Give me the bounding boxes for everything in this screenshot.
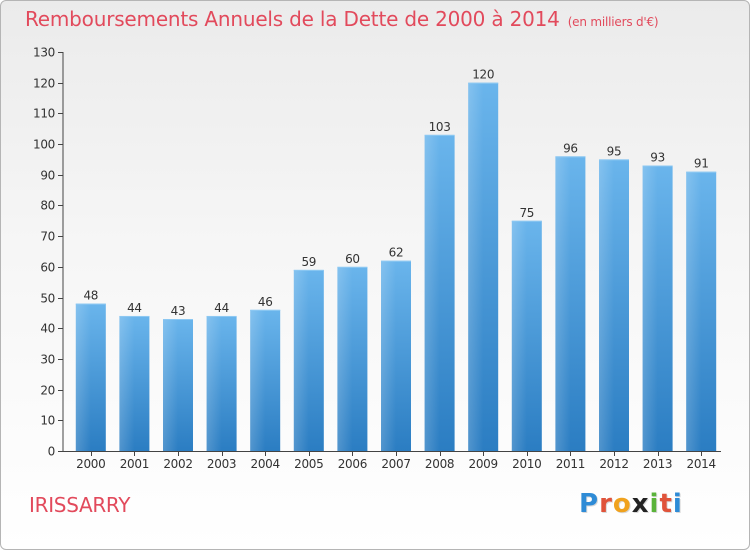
proxiti-logo: Proxiti [579, 489, 683, 519]
bar-highlight [686, 171, 702, 451]
logo-letter: P [579, 489, 600, 519]
logo-letter: t [659, 489, 673, 519]
logo-letter: x [631, 489, 650, 519]
y-tick-label: 80 [40, 199, 55, 213]
data-label: 60 [345, 252, 360, 266]
x-tick-label: 2006 [338, 457, 367, 471]
data-label: 93 [650, 151, 665, 165]
logo-letter: o [612, 489, 632, 519]
y-tick-label: 40 [40, 322, 55, 336]
data-label: 75 [519, 206, 534, 220]
chart-unit-note: (en milliers d'€) [567, 15, 659, 29]
x-tick-label: 2009 [469, 457, 498, 471]
y-tick-label: 130 [33, 46, 55, 60]
y-tick-label: 100 [33, 138, 55, 152]
bar-highlight [119, 315, 135, 451]
y-tick-label: 10 [40, 414, 55, 428]
bar-highlight [163, 319, 178, 451]
data-label: 44 [127, 301, 142, 315]
x-tick-label: 2011 [556, 457, 585, 471]
logo-letter: r [599, 489, 613, 519]
logo-letter: i [649, 489, 660, 519]
data-label: 96 [563, 141, 578, 155]
bar-highlight [555, 156, 571, 451]
y-tick-label: 110 [33, 107, 55, 121]
data-label: 95 [607, 144, 622, 158]
commune-name: IRISSARRY [29, 493, 131, 517]
x-tick-label: 2002 [163, 457, 192, 471]
bar-highlight [511, 220, 527, 451]
chart-title-text: Remboursements Annuels de la Dette de 20… [25, 7, 560, 31]
bar-highlight [206, 315, 222, 451]
y-tick-label: 120 [33, 77, 55, 91]
data-label: 48 [83, 289, 98, 303]
y-tick-label: 60 [40, 261, 55, 275]
y-tick-label: 20 [40, 384, 55, 398]
x-tick-label: 2001 [120, 457, 149, 471]
y-tick-label: 70 [40, 230, 55, 244]
y-tick-label: 50 [40, 292, 55, 306]
x-tick-label: 2010 [512, 457, 541, 471]
data-label: 103 [429, 120, 451, 134]
data-label: 91 [694, 157, 709, 171]
x-tick-label: 2005 [294, 457, 323, 471]
bar-highlight [599, 159, 614, 451]
bar-highlight [293, 269, 309, 451]
data-label: 43 [171, 304, 186, 318]
bar-highlight [250, 309, 266, 451]
data-label: 120 [472, 68, 494, 82]
x-tick-label: 2007 [381, 457, 410, 471]
bar-highlight [642, 165, 658, 452]
y-tick-label: 90 [40, 169, 55, 183]
chart-title: Remboursements Annuels de la Dette de 20… [25, 7, 659, 31]
logo-letter: i [672, 489, 683, 519]
x-tick-label: 2014 [687, 457, 716, 471]
x-tick-label: 2003 [207, 457, 236, 471]
y-tick-label: 30 [40, 353, 55, 367]
bar-highlight [468, 82, 484, 451]
bar-highlight [75, 303, 91, 451]
data-label: 46 [258, 295, 273, 309]
x-tick-label: 2000 [76, 457, 105, 471]
y-tick-label: 0 [48, 445, 55, 459]
data-label: 59 [301, 255, 316, 269]
bar-highlight [381, 260, 396, 451]
data-label: 44 [214, 301, 229, 315]
bar-highlight [424, 134, 440, 451]
x-tick-label: 2008 [425, 457, 454, 471]
x-tick-label: 2013 [643, 457, 672, 471]
data-label: 62 [389, 246, 404, 260]
x-tick-label: 2012 [599, 457, 628, 471]
bar-highlight [337, 266, 353, 451]
x-tick-label: 2004 [251, 457, 280, 471]
